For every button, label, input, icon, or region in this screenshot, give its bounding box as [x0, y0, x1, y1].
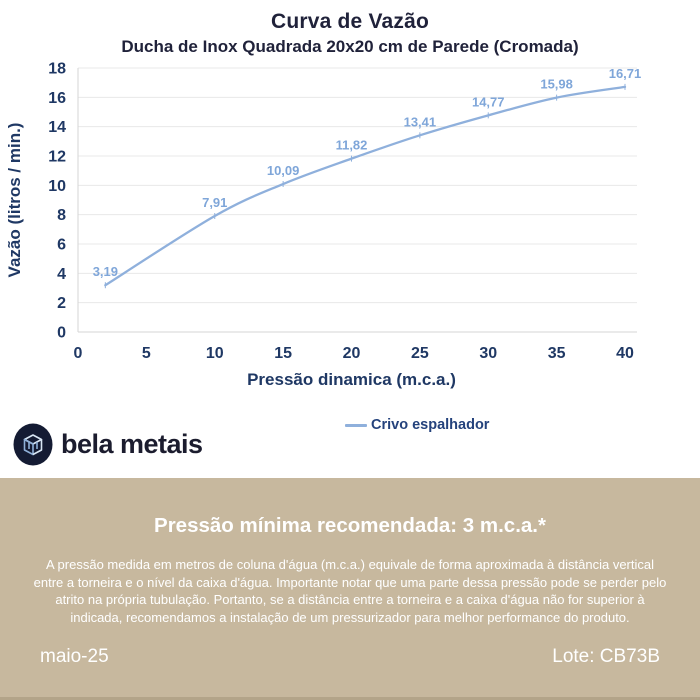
- brand-logo: bela metais: [13, 423, 203, 466]
- data-label: 11,82: [336, 138, 368, 153]
- data-label: 10,09: [267, 163, 300, 178]
- footer-bottom-edge: [0, 697, 700, 700]
- y-tick-label: 0: [57, 325, 66, 342]
- series-line: [104, 85, 627, 287]
- y-tick-label: 12: [48, 149, 66, 166]
- data-label: 16,71: [609, 66, 642, 81]
- y-tick-label: 10: [48, 178, 66, 195]
- x-tick-label: 40: [616, 345, 634, 362]
- flow-curve-chart: 0 2 4 6 8 10 12 14 16 18 0 5 10 15 20 25 30 35 40 Pressão d…: [5, 61, 642, 390]
- x-tick-label: 10: [206, 345, 224, 362]
- y-tick-label: 18: [48, 61, 66, 78]
- x-tick-label: 5: [142, 345, 151, 362]
- x-tick-label: 15: [274, 345, 292, 362]
- x-tick-label: 25: [411, 345, 429, 362]
- data-label: 3,19: [93, 264, 118, 279]
- brand-name: bela metais: [61, 429, 203, 459]
- y-tick-label: 16: [48, 90, 66, 107]
- legend-series-label: Crivo espalhador: [371, 417, 490, 433]
- y-axis-title: Vazão (litros / min.): [5, 123, 24, 278]
- x-tick-label: 35: [548, 345, 566, 362]
- footer-meta-row: maio-25 Lote: CB73B: [0, 646, 700, 668]
- y-tick-label: 2: [57, 295, 66, 312]
- pressure-note-text: A pressão medida em metros de coluna d'á…: [33, 557, 667, 625]
- footer-panel: Pressão mínima recomendada: 3 m.c.a.* A …: [0, 478, 700, 700]
- data-label: 7,91: [202, 195, 227, 210]
- y-tick-label: 4: [57, 266, 66, 283]
- x-axis-title: Pressão dinamica (m.c.a.): [247, 370, 456, 389]
- date-label: maio-25: [40, 646, 109, 667]
- x-tick-label: 0: [74, 345, 83, 362]
- legend-line-swatch: [345, 423, 367, 427]
- x-tick-label: 20: [343, 345, 361, 362]
- min-pressure-heading: Pressão mínima recomendada: 3 m.c.a.*: [154, 514, 546, 537]
- y-tick-label: 6: [57, 237, 66, 254]
- chart-title: Curva de Vazão: [270, 10, 430, 33]
- x-tick-label: 30: [479, 345, 497, 362]
- brand-logo-icon: [13, 423, 53, 466]
- y-tick-label: 8: [57, 207, 66, 224]
- chart-subtitle: Ducha de Inox Quadrada 20x20 cm de Pared…: [121, 37, 579, 56]
- chart-legend: Crivo espalhador: [345, 417, 489, 433]
- lot-label: Lote: CB73B: [552, 646, 660, 667]
- y-tick-label: 14: [48, 119, 66, 136]
- data-label: 15,98: [540, 77, 573, 92]
- data-label: 14,77: [472, 94, 505, 109]
- data-label: 13,41: [404, 114, 437, 129]
